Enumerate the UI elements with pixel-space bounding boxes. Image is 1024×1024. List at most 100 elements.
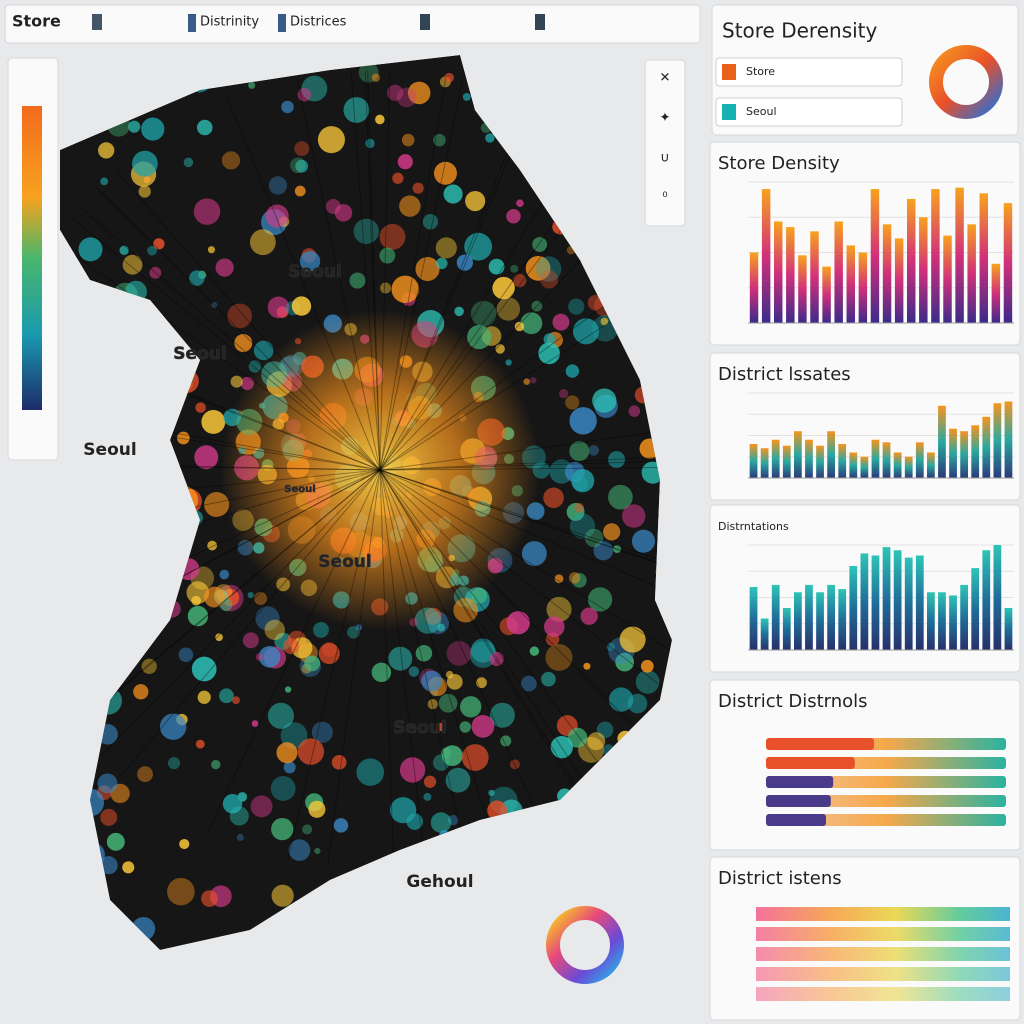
map-cell: [619, 626, 646, 653]
map-cell: [125, 280, 147, 303]
map-cell: [379, 223, 406, 250]
map-cell: [141, 658, 157, 675]
map-cell: [486, 903, 508, 925]
bar: [982, 416, 991, 478]
map-cell: [508, 906, 526, 925]
map-cell: [119, 245, 129, 255]
map-cell: [284, 686, 292, 693]
district-border: [73, 469, 381, 728]
map-cell: [177, 431, 190, 445]
map-cell: [175, 369, 199, 394]
map-cell: [288, 839, 311, 861]
map-cell: [506, 611, 530, 635]
map-cell: [505, 359, 512, 366]
bar: [838, 444, 847, 478]
map-cell: [147, 245, 157, 256]
map-cell: [291, 296, 312, 316]
bar: [938, 592, 946, 650]
map-cell: [639, 438, 660, 459]
map-cell: [630, 283, 643, 296]
toolbar-item[interactable]: Districes: [290, 15, 347, 30]
map-cell: [167, 877, 195, 906]
panel-title: District lssates: [718, 364, 851, 385]
map-cell: [568, 572, 581, 584]
map-cell: [541, 671, 556, 687]
district-border: [379, 469, 620, 792]
legend-swatch: [722, 104, 736, 120]
map-cell: [606, 642, 616, 652]
map-cell: [506, 208, 521, 224]
district-border: [379, 469, 672, 626]
map-cell: [587, 587, 613, 612]
map-cell: [569, 857, 590, 878]
map-cell: [523, 378, 531, 385]
map-cell: [462, 93, 471, 101]
map-cell: [70, 92, 98, 120]
map-cell: [572, 476, 588, 492]
map-cell: [98, 142, 115, 159]
map-cell: [155, 68, 175, 89]
map-cell: [427, 698, 438, 710]
map-cell: [634, 814, 659, 839]
map-cell: [480, 122, 492, 134]
map-cell: [107, 113, 131, 137]
district-border: [379, 451, 672, 471]
map-cell: [314, 847, 321, 855]
toolbar-item[interactable]: Distrinity: [200, 15, 259, 30]
legend-label: Store: [746, 65, 775, 78]
map-tool-icon[interactable]: ✦: [660, 111, 671, 126]
bar: [971, 425, 980, 478]
district-border: [379, 465, 672, 471]
map-cell: [490, 901, 515, 926]
map-cell: [642, 321, 670, 349]
map-cell: [397, 154, 413, 170]
map-tool-icon[interactable]: ⁰: [662, 191, 667, 206]
toolbar-item[interactable]: Store: [12, 12, 61, 31]
map-cell: [583, 662, 591, 670]
map-cell: [99, 286, 115, 302]
map-tool-icon[interactable]: ∪: [660, 151, 670, 166]
map-cell: [258, 646, 281, 668]
map-cell: [510, 759, 520, 770]
panel-title: Distrntations: [718, 520, 789, 533]
map-cell: [640, 659, 654, 673]
map-cell: [264, 619, 285, 641]
map-cell: [476, 65, 494, 82]
toolbar-icon: [420, 14, 430, 30]
map-tool-icon[interactable]: ✕: [660, 71, 671, 86]
map-cell: [436, 257, 448, 270]
map-cell: [513, 273, 527, 288]
bar: [1003, 203, 1013, 323]
map-cell: [593, 540, 614, 561]
map-cell: [179, 838, 190, 850]
map-cell: [399, 195, 421, 217]
district-border: [379, 415, 672, 471]
map-cell: [588, 822, 615, 849]
map-cell: [495, 344, 505, 354]
map-cell: [215, 633, 223, 642]
map-cell: [229, 806, 249, 826]
map-cell: [527, 110, 556, 138]
map-cell: [365, 138, 375, 149]
map-cell: [615, 652, 635, 672]
map-cell: [601, 222, 621, 242]
bar: [860, 456, 869, 478]
map-cell: [535, 68, 542, 76]
map-cell: [415, 257, 440, 282]
map-cell: [569, 513, 596, 539]
map-cell: [234, 334, 253, 353]
district-border: [364, 70, 381, 471]
map-cell: [433, 161, 457, 185]
map-cell: [358, 62, 379, 83]
bar: [793, 431, 802, 478]
map-cell: [532, 237, 548, 252]
map-cell: [430, 812, 452, 833]
map-cell: [101, 302, 112, 314]
map-cell: [230, 375, 243, 388]
map-cell: [590, 82, 612, 104]
bar: [858, 252, 868, 323]
bar: [827, 431, 836, 478]
map-cell: [196, 119, 213, 136]
map-cell: [283, 761, 296, 774]
